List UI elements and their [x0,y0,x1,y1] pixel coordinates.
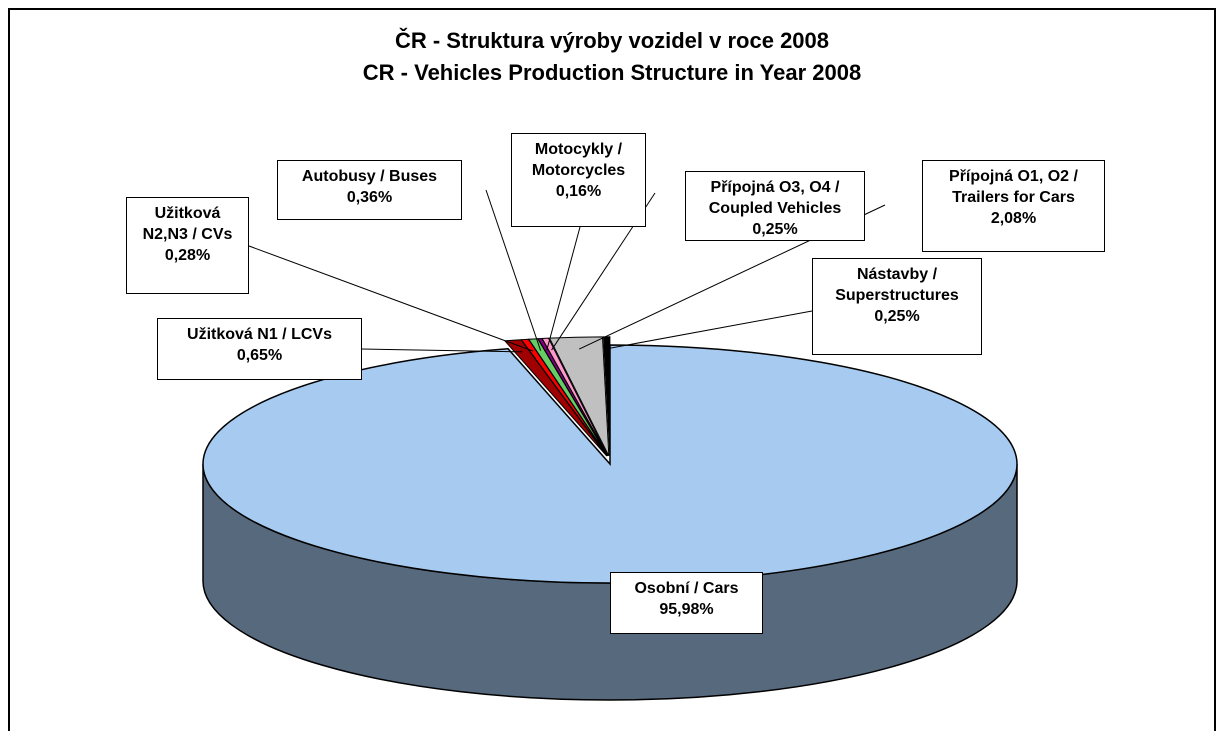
leader-line [248,245,534,352]
label-category: Přípojná O3, O4 / Coupled Vehicles [708,179,842,217]
data-label: Nástavby / Superstructures 0,25% [812,258,982,355]
label-category: Přípojná O1, O2 / Trailers for Cars [949,168,1078,206]
leader-line [361,348,523,353]
chart-title: ČR - Struktura výroby vozidel v roce 200… [394,28,830,53]
label-category: Osobní / Cars [634,580,739,597]
label-value: 0,25% [752,221,798,238]
data-label: Přípojná O1, O2 / Trailers for Cars 2,08% [922,160,1105,252]
label-value: 0,65% [236,347,283,364]
data-label: Autobusy / Buses 0,36% [277,160,462,220]
data-label: Osobní / Cars 95,98% [610,572,763,634]
leader-line [546,226,581,351]
label-value: 0,16% [555,183,602,200]
label-category: Nástavby / Superstructures [835,266,959,304]
leader-line [606,310,813,350]
label-value: 0,28% [164,247,211,264]
data-label: Užitková N1 / LCVs 0,65% [157,318,362,380]
label-category: Užitková N1 / LCVs [187,326,332,343]
chart-subtitle: CR - Vehicles Production Structure in Ye… [362,60,862,85]
label-value: 0,36% [346,189,393,206]
label-value: 95,98% [659,601,714,618]
slice [541,337,609,457]
frame [8,8,1216,731]
slice [602,336,611,456]
label-value: 2,08% [990,210,1037,227]
label-category: Užitková N2,N3 / CVs [142,205,233,243]
label-category: Motocykly / Motorcycles [531,141,626,179]
label-value: 0,25% [874,308,920,325]
data-label: Motocykly / Motorcycles 0,16% [511,133,646,227]
data-label: Přípojná O3, O4 / Coupled Vehicles 0,25% [685,171,865,241]
label-category: Autobusy / Buses [301,168,438,185]
data-label: Užitková N2,N3 / CVs 0,28% [126,197,249,294]
leader-line [485,189,542,351]
